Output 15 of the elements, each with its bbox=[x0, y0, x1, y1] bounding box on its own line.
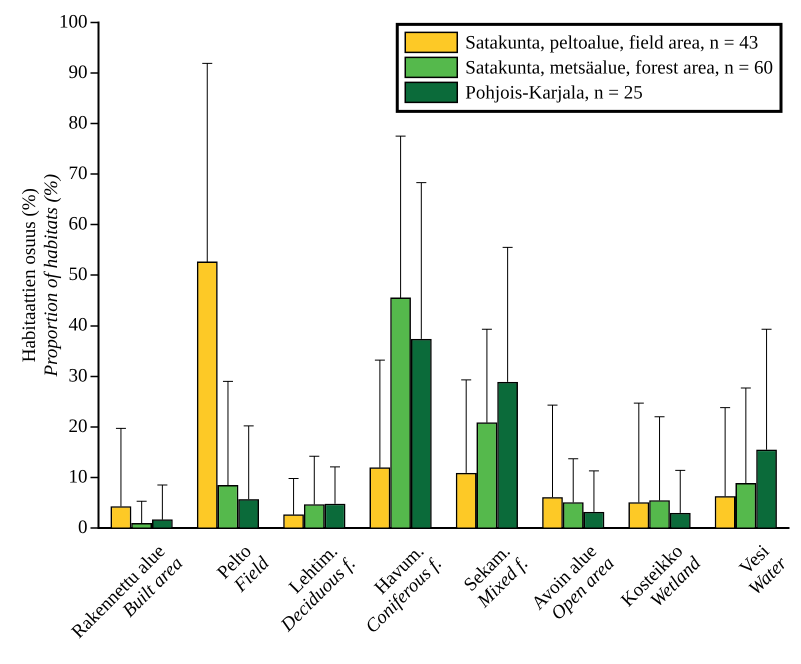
y-tick-label: 70 bbox=[68, 163, 88, 184]
y-tick-label: 50 bbox=[68, 264, 88, 286]
y-axis-title: Habitaattien osuus (%) Proportion of habitats (%) bbox=[18, 174, 62, 378]
y-tick-label: 60 bbox=[68, 214, 88, 235]
y-tick-label: 40 bbox=[68, 314, 88, 336]
legend-label: Pohjois-Karjala, n = 25 bbox=[465, 82, 643, 104]
y-tick-label: 10 bbox=[68, 466, 88, 488]
y-tick-label: 20 bbox=[68, 416, 88, 437]
y-tick-label: 100 bbox=[59, 11, 88, 32]
y-tick-label: 0 bbox=[78, 516, 88, 538]
y-tick-label: 90 bbox=[68, 62, 88, 83]
legend-label: Satakunta, peltoalue, field area, n = 43 bbox=[465, 32, 758, 54]
y-tick-label: 80 bbox=[68, 112, 88, 134]
legend-label: Satakunta, metsäalue, forest area, n = 60 bbox=[465, 57, 774, 78]
y-tick-label: 30 bbox=[68, 365, 88, 386]
